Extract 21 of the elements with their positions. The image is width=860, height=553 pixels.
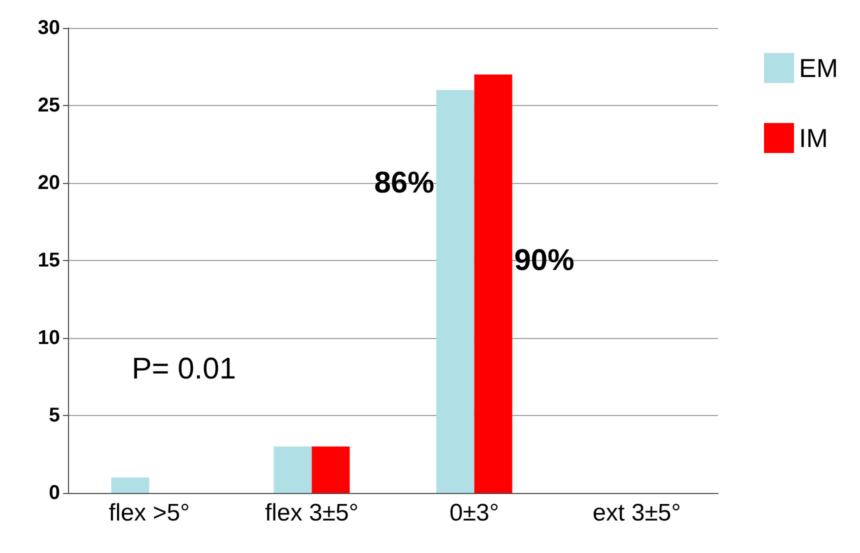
- legend-label: EM: [799, 53, 838, 83]
- x-tick-label: 0±3°: [450, 500, 499, 526]
- y-tick-label: 25: [38, 94, 60, 116]
- bar: [312, 446, 350, 493]
- annotation: P= 0.01: [132, 352, 236, 386]
- y-tick-label: 20: [38, 172, 60, 194]
- y-tick-label: 10: [38, 327, 60, 349]
- bar: [111, 478, 150, 493]
- annotation: 86%: [374, 166, 434, 200]
- bar: [274, 446, 312, 493]
- bar: [474, 74, 512, 493]
- y-tick-label: 0: [48, 482, 60, 504]
- x-tick-label: flex >5°: [108, 500, 190, 526]
- x-tick-label: ext 3±5°: [592, 500, 681, 526]
- y-tick-label: 30: [38, 17, 60, 39]
- y-tick-label: 15: [38, 250, 60, 272]
- x-tick-label: flex 3±5°: [265, 500, 358, 526]
- bar: [436, 90, 474, 493]
- legend-label: IM: [799, 123, 828, 153]
- annotation: 90%: [514, 244, 574, 277]
- y-tick-label: 5: [48, 404, 60, 426]
